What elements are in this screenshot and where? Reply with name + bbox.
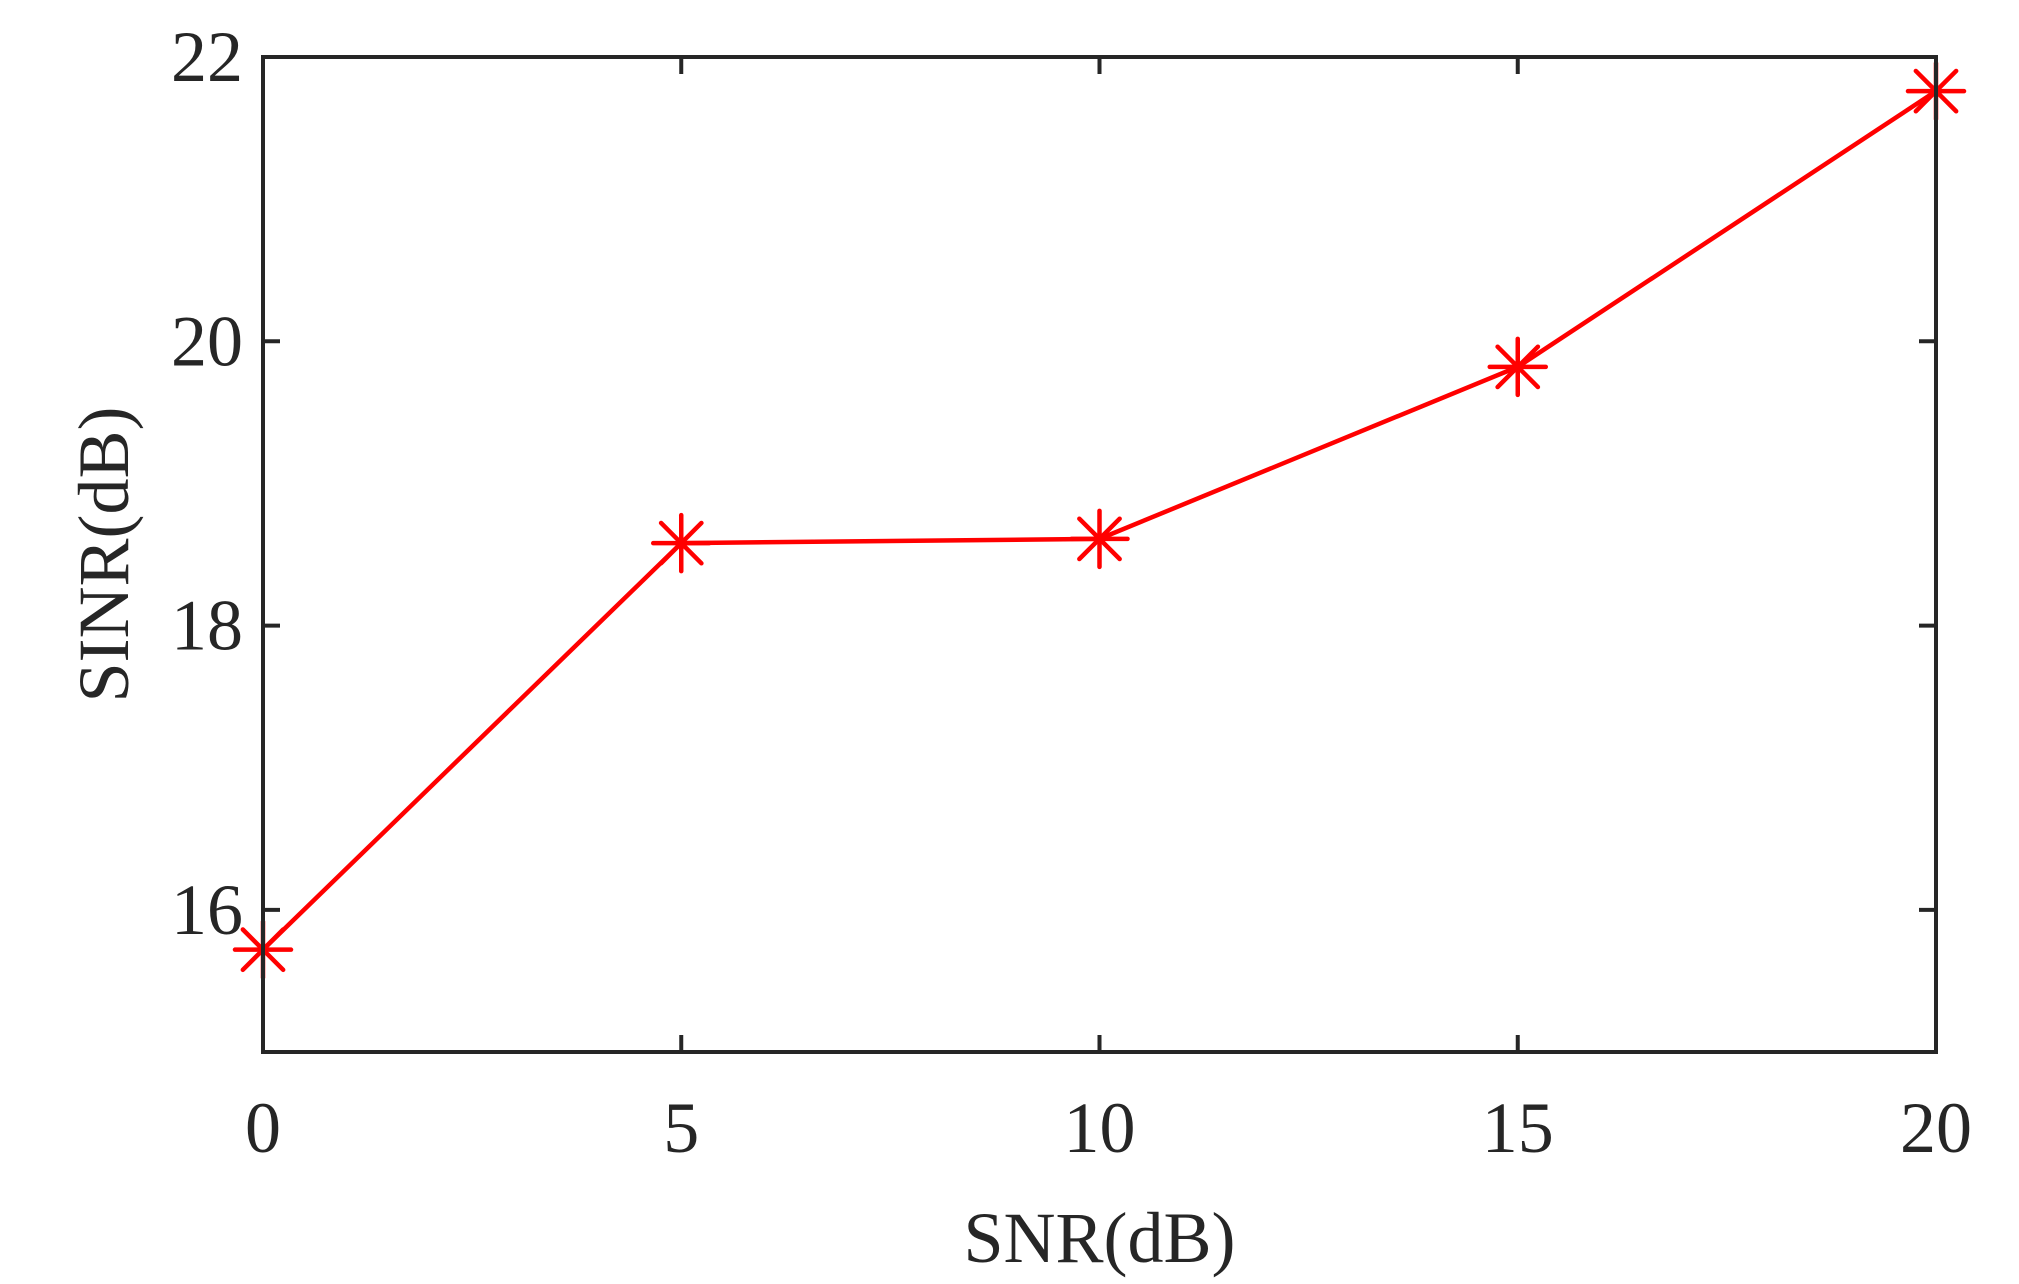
x-tick-label: 15 bbox=[1482, 1088, 1554, 1168]
x-tick-label: 10 bbox=[1064, 1088, 1136, 1168]
y-axis-label: SINR(dB) bbox=[64, 406, 144, 702]
y-tick-label: 20 bbox=[171, 301, 243, 381]
y-axis-ticks: 16 18 20 22 bbox=[171, 17, 1936, 950]
y-tick-label: 22 bbox=[171, 17, 243, 97]
plot-marks bbox=[232, 60, 1967, 980]
x-axis-label: SNR(dB) bbox=[963, 1198, 1235, 1278]
x-tick-label: 0 bbox=[245, 1088, 281, 1168]
data-point-marker bbox=[651, 512, 712, 574]
y-tick-label: 16 bbox=[171, 870, 243, 950]
x-tick-label: 20 bbox=[1900, 1088, 1972, 1168]
x-axis-ticks: 0 5 10 15 20 bbox=[245, 57, 1972, 1168]
data-point-marker bbox=[1069, 508, 1130, 570]
y-tick-label: 18 bbox=[171, 586, 243, 666]
x-tick-label: 5 bbox=[663, 1088, 699, 1168]
data-point-marker bbox=[1487, 336, 1548, 398]
